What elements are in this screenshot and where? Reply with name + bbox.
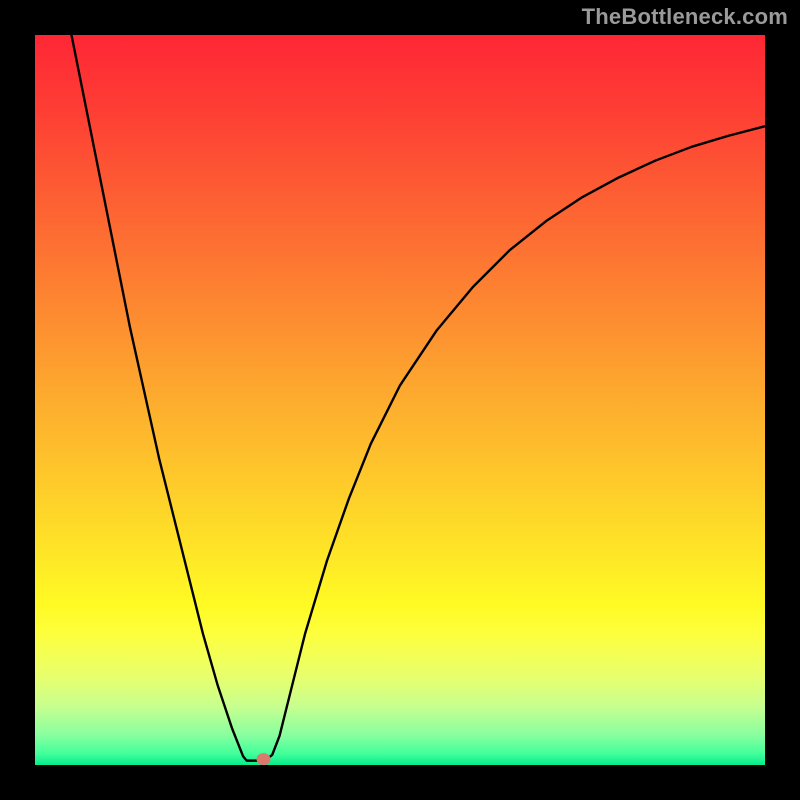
chart-outer: { "watermark": { "text": "TheBottleneck.… <box>0 0 800 800</box>
bottleneck-chart <box>0 0 800 800</box>
minimum-marker <box>256 753 270 765</box>
chart-background <box>35 35 765 765</box>
